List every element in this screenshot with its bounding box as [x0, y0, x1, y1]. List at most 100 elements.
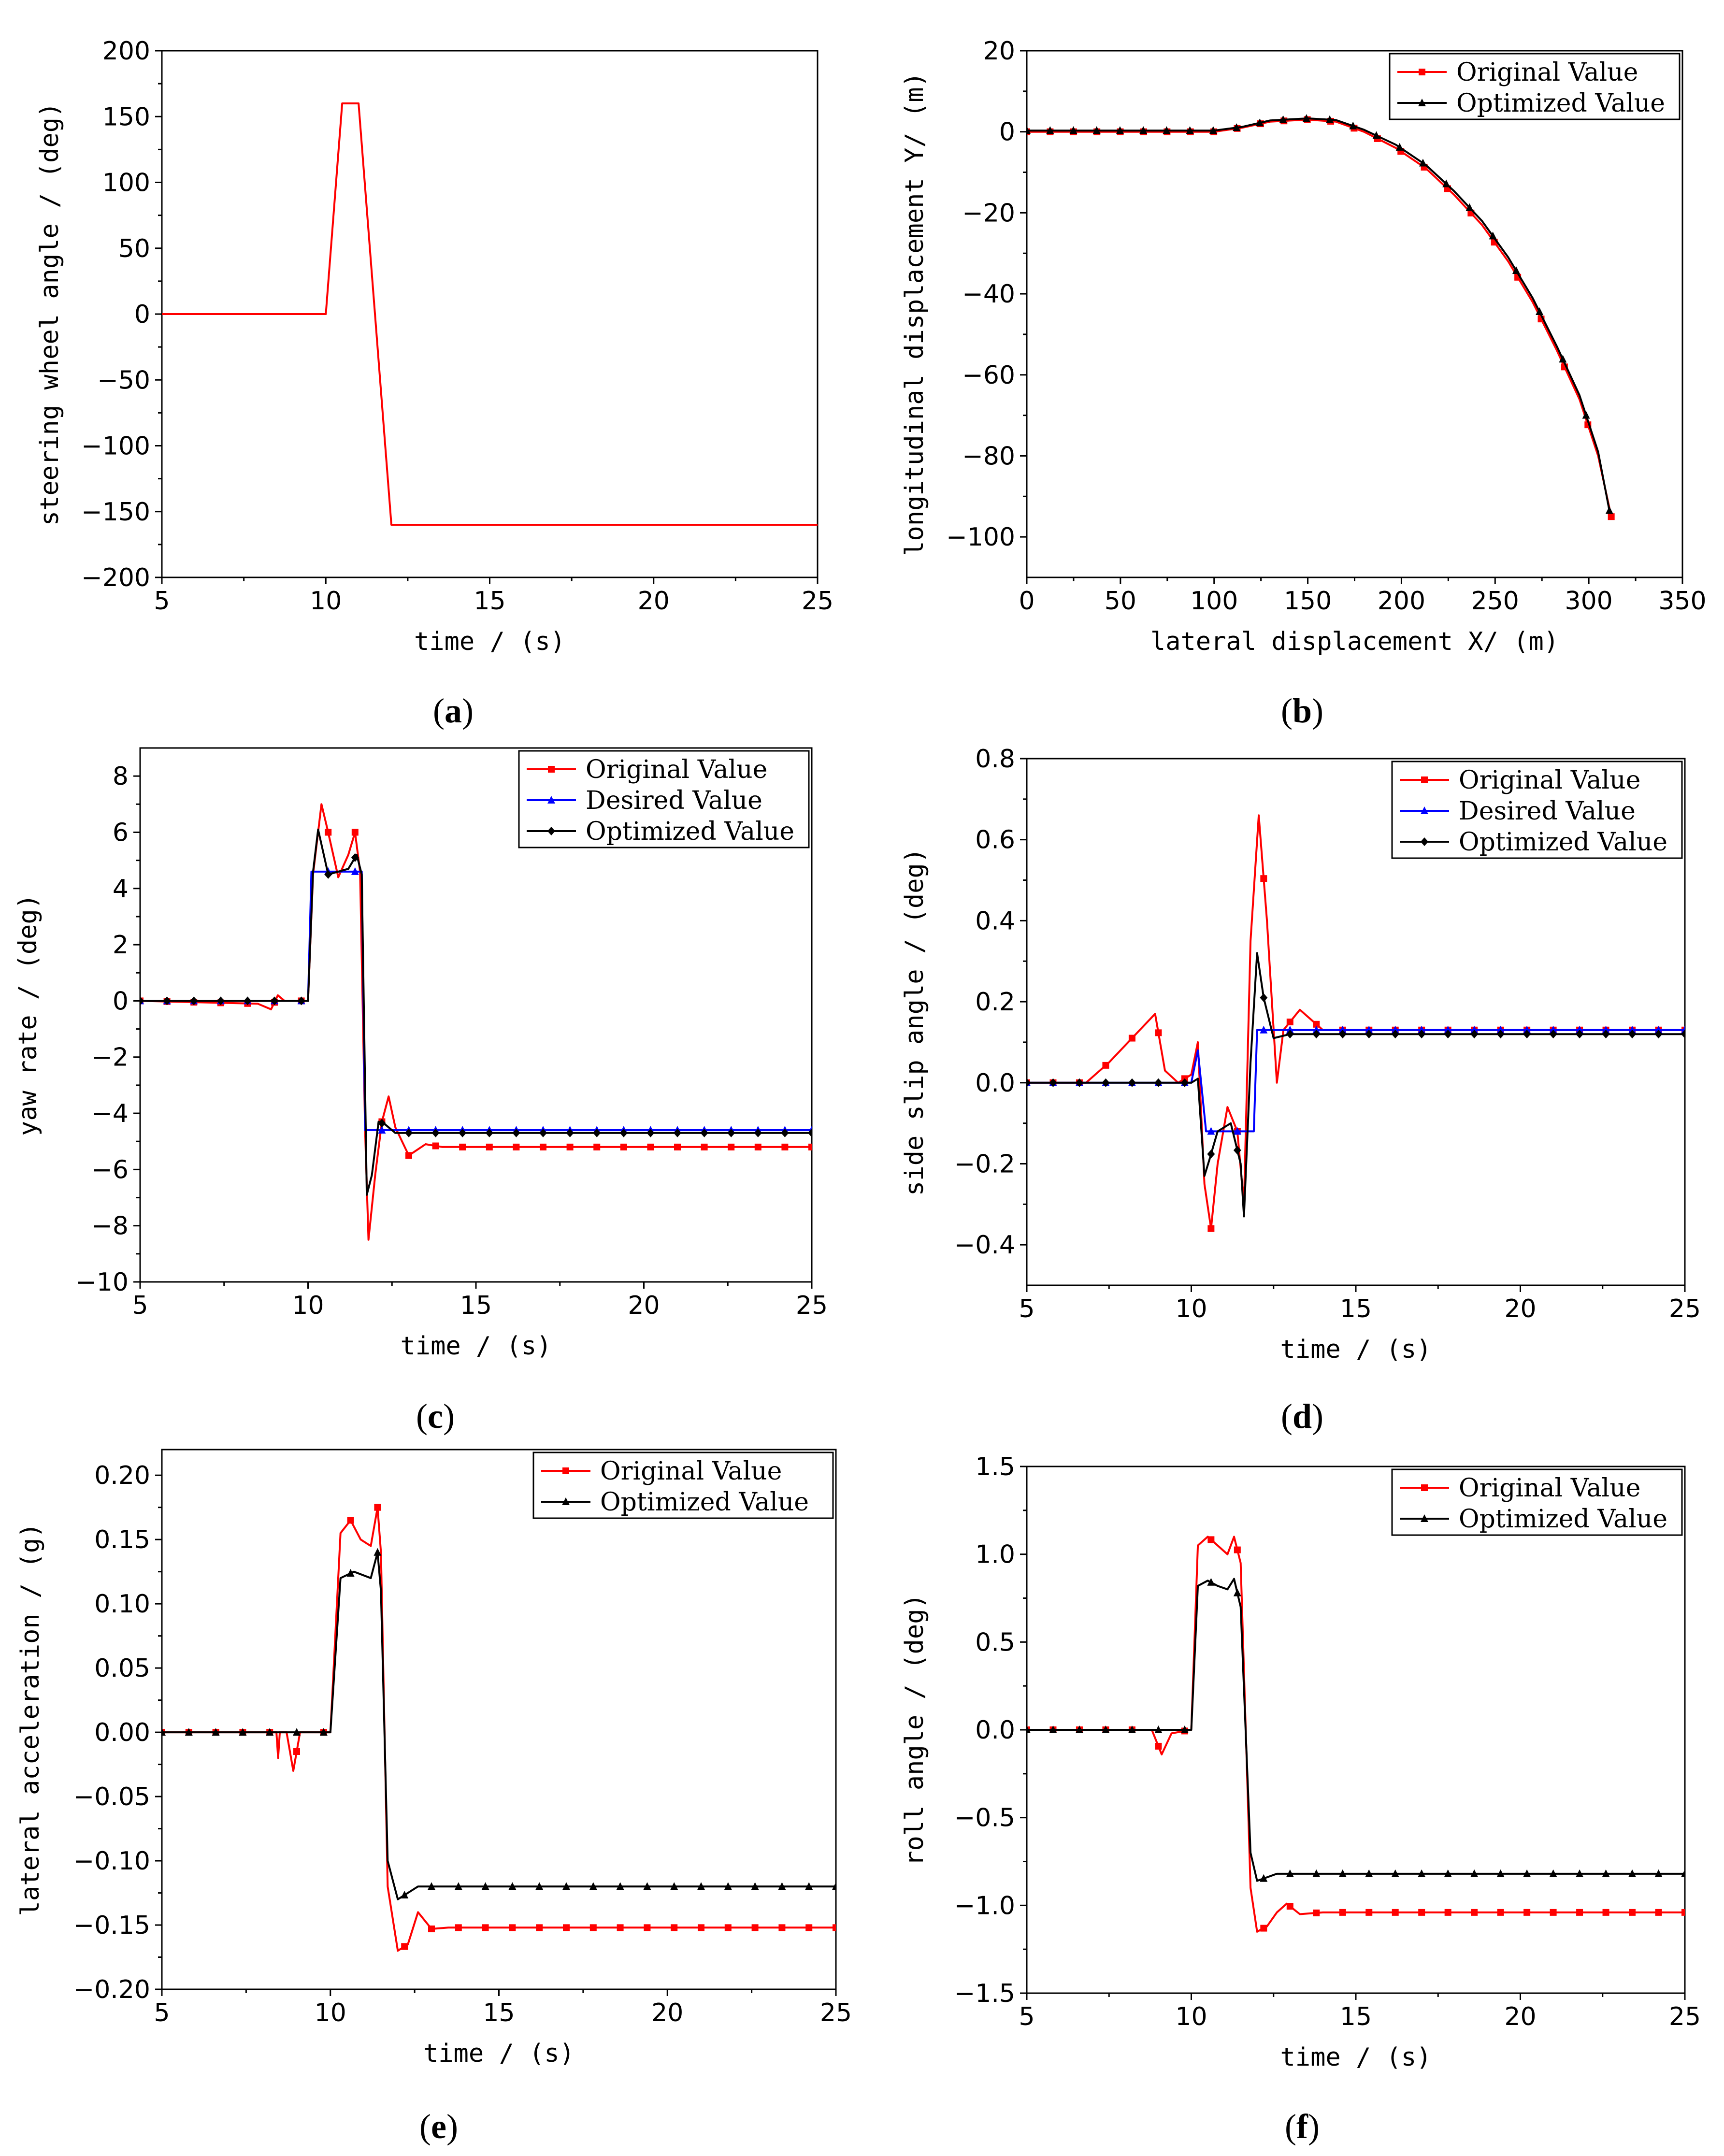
data-point	[428, 1926, 435, 1933]
data-point	[778, 1882, 786, 1890]
data-point	[459, 1128, 467, 1137]
data-point	[724, 1924, 732, 1931]
data-point	[674, 1143, 681, 1150]
data-point	[808, 1128, 812, 1137]
data-point	[239, 1728, 247, 1736]
data-point	[617, 1924, 624, 1931]
data-point	[374, 1548, 382, 1556]
series-original-value	[1027, 1536, 1685, 1933]
data-point	[1260, 875, 1267, 882]
series-line	[162, 102, 818, 526]
data-point	[1576, 1869, 1584, 1877]
data-point	[1523, 1025, 1531, 1034]
data-point	[1092, 126, 1101, 134]
data-point	[1512, 266, 1520, 274]
legend-item: Original Value	[1400, 766, 1640, 795]
data-point	[1154, 1078, 1163, 1087]
legend-item: Optimized Value	[1400, 1505, 1667, 1534]
data-point	[1260, 993, 1268, 1002]
data-point	[1655, 1909, 1662, 1916]
y-tick-label: −0.10	[73, 1847, 150, 1876]
data-point	[1286, 1903, 1293, 1910]
data-point	[1576, 1030, 1584, 1039]
y-tick-label: 0.15	[94, 1525, 150, 1554]
data-point	[1654, 1869, 1663, 1877]
y-tick-label: 0.8	[975, 745, 1015, 774]
data-point	[781, 1128, 789, 1137]
panel-f: 5 10 15 20 25 −1.5 −1.0 −0.5 0.0 0.5 1.0 1.5 time / …	[900, 1452, 1701, 2146]
data-point	[1419, 158, 1427, 167]
data-point	[536, 1924, 543, 1931]
data-point	[459, 1143, 466, 1150]
legend-label: Desired Value	[586, 786, 762, 815]
data-point	[1027, 1725, 1031, 1733]
data-point	[540, 1143, 546, 1150]
data-point	[1233, 1588, 1241, 1596]
y-axis-label: lateral acceleration / (g)	[16, 1523, 45, 1916]
legend-label: Original Value	[586, 755, 767, 784]
x-tick-label: 5	[154, 587, 170, 616]
data-point	[1654, 1030, 1663, 1039]
legend-item: Desired Value	[527, 786, 762, 815]
data-point	[1549, 1025, 1557, 1034]
panel-e: 5 10 15 20 25 −0.20 −0.15 −0.10 −0.05 0.00 0.05 0.1…	[16, 1449, 852, 2146]
data-point	[1470, 1025, 1479, 1034]
x-tick-label: 300	[1565, 587, 1613, 616]
y-tick-label: 0.5	[975, 1628, 1015, 1657]
data-point	[1372, 131, 1380, 139]
plot-area	[1027, 814, 1685, 1232]
legend-item: Original Value	[1400, 1474, 1640, 1503]
data-point	[1602, 1025, 1610, 1034]
data-point	[566, 1143, 574, 1150]
data-point	[832, 1882, 836, 1890]
data-point	[1313, 1021, 1320, 1028]
data-point	[1628, 1869, 1637, 1877]
data-point	[1075, 1078, 1083, 1087]
panel-label: (a)	[433, 691, 474, 730]
x-tick-label: 250	[1471, 587, 1519, 616]
data-point	[1338, 1869, 1347, 1877]
series-optimized-value	[1027, 1578, 1685, 1882]
data-point	[1155, 1029, 1162, 1036]
data-point	[1365, 1869, 1373, 1877]
x-tick-label: 20	[628, 1291, 660, 1320]
data-point	[428, 1882, 435, 1890]
x-tick-label: 10	[1175, 2002, 1207, 2031]
data-point	[1523, 1909, 1531, 1916]
y-tick-label: −40	[962, 280, 1015, 309]
y-tick-label: −60	[962, 361, 1015, 390]
data-point	[1338, 1025, 1347, 1034]
data-point	[1154, 1725, 1163, 1733]
x-tick-label: 20	[1504, 2002, 1536, 2031]
y-tick-label: 0	[113, 987, 129, 1016]
x-tick-label: 15	[1340, 2002, 1372, 2031]
data-point	[1233, 1127, 1241, 1135]
x-tick-label: 350	[1658, 587, 1706, 616]
data-point	[162, 1728, 166, 1736]
data-point	[1186, 126, 1194, 134]
legend-item: Desired Value	[1400, 797, 1636, 826]
data-point	[1155, 1742, 1162, 1750]
data-point	[1392, 1909, 1399, 1916]
panel-b: 0 50 100 150 200 250 300 350 −100 −80 −60 −40 −20 0 20…	[900, 37, 1707, 730]
data-point	[405, 1128, 413, 1137]
data-point	[378, 1119, 386, 1128]
x-tick-label: 5	[132, 1291, 148, 1320]
data-point	[1233, 1146, 1241, 1155]
data-point	[1629, 1909, 1636, 1916]
legend-box	[1389, 53, 1681, 120]
data-point	[643, 1882, 651, 1890]
data-point	[1582, 411, 1590, 419]
legend-item: Optimized Value	[527, 817, 794, 846]
series-steering-wheel-angle	[162, 102, 818, 526]
data-point	[1027, 1078, 1031, 1087]
y-tick-label: −10	[75, 1268, 129, 1297]
x-tick-label: 25	[1669, 2002, 1701, 2031]
legend-item: Original Value	[1397, 58, 1638, 87]
panel-label: (f)	[1285, 2107, 1320, 2146]
data-point	[513, 1143, 520, 1150]
x-tick-label: 25	[802, 587, 833, 616]
data-point	[1128, 1035, 1135, 1042]
data-point	[751, 1882, 759, 1890]
